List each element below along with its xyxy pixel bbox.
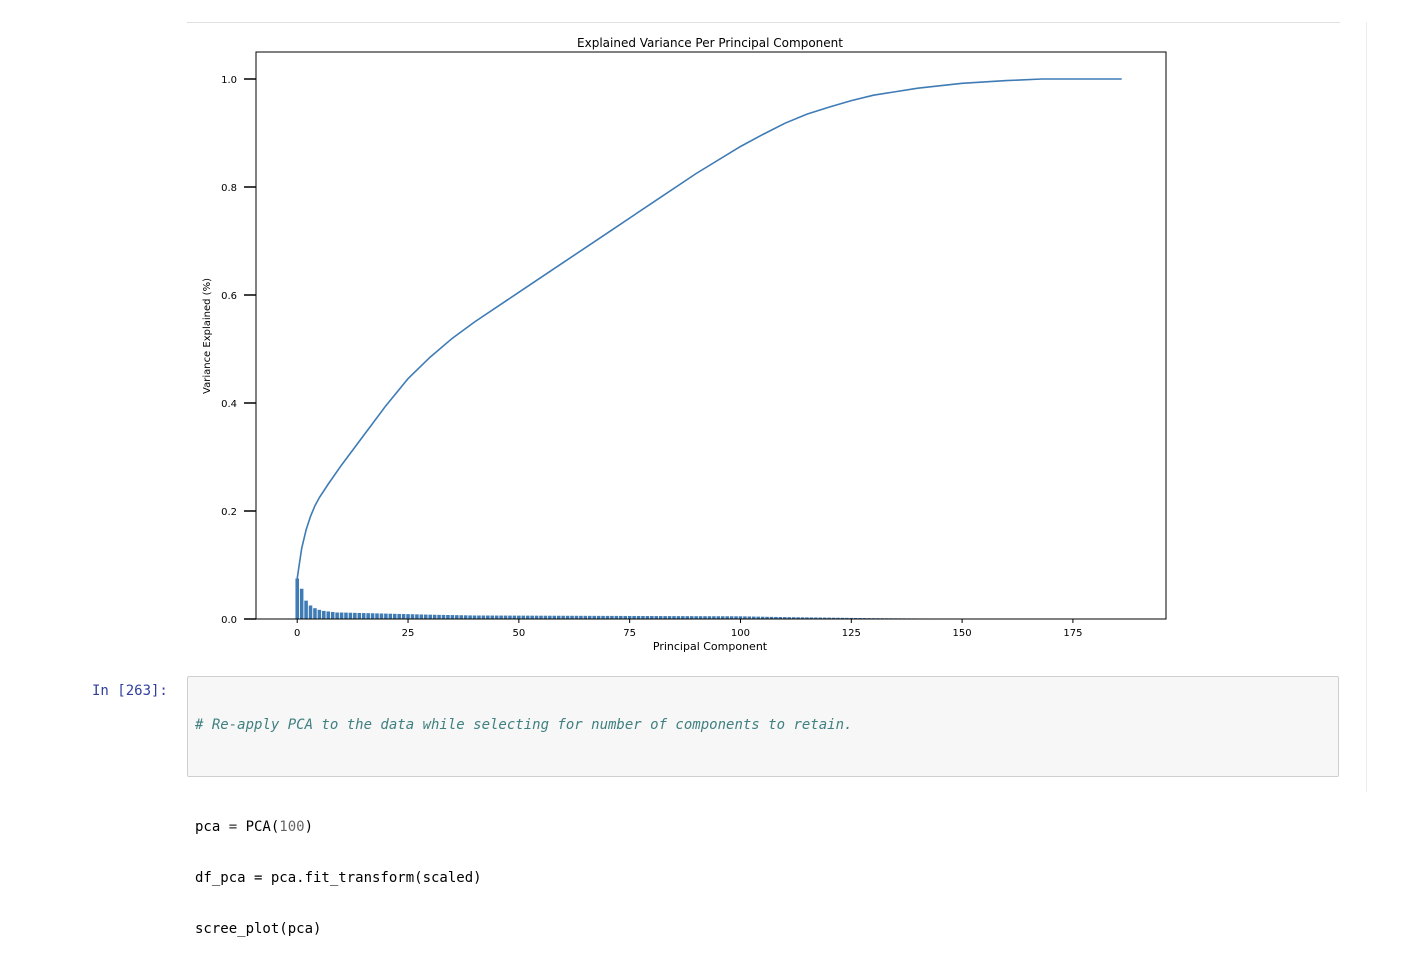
variance-bar [371, 613, 375, 619]
code-line-fit: df_pca = pca.fit_transform(scaled) [195, 870, 1331, 887]
variance-bar [380, 613, 384, 619]
x-tick-label: 100 [731, 628, 750, 639]
y-tick-label: 0.8 [221, 183, 237, 194]
x-axis: 0 25 50 75 100 125 150 175 [294, 619, 1082, 639]
variance-bar [384, 614, 388, 619]
y-tick-label: 0.0 [221, 615, 237, 626]
variance-bar [442, 615, 446, 619]
code-cell-editor[interactable]: # Re-apply PCA to the data while selecti… [187, 676, 1339, 777]
x-tick-label: 50 [512, 628, 525, 639]
variance-bar [366, 613, 370, 619]
variance-bar [322, 611, 326, 619]
variance-bar [477, 616, 481, 619]
variance-bar [331, 612, 335, 619]
variance-bar [393, 614, 397, 619]
variance-bar [295, 579, 299, 620]
variance-bar [313, 608, 317, 619]
variance-bar [455, 615, 459, 619]
chart-title: Explained Variance Per Principal Compone… [577, 36, 843, 50]
code-blank-line [195, 768, 1331, 785]
variance-bar [340, 613, 344, 619]
variance-bar [397, 614, 401, 619]
input-prompt: In [263]: [92, 683, 184, 699]
variance-bar [490, 616, 494, 619]
variance-bar [353, 613, 357, 619]
variance-bar [428, 615, 432, 619]
variance-bar [464, 615, 468, 619]
variance-bar [526, 616, 530, 619]
variance-bar [459, 615, 463, 619]
x-tick-label: 175 [1063, 628, 1082, 639]
variance-bar [406, 614, 410, 619]
code-token: = [229, 819, 246, 835]
variance-bar [362, 613, 366, 619]
code-token: ) [305, 819, 313, 835]
variance-bar [326, 611, 330, 619]
x-axis-label: Principal Component [653, 640, 768, 653]
variance-bar [415, 614, 419, 619]
x-tick-label: 0 [294, 628, 300, 639]
variance-bar [437, 615, 441, 619]
code-line-plot: scree_plot(pca) [195, 921, 1331, 938]
variance-bar [318, 610, 322, 619]
variance-bar [358, 613, 362, 619]
variance-bar [389, 614, 393, 619]
variance-bar [402, 614, 406, 619]
variance-bar [451, 615, 455, 619]
variance-bar [517, 616, 521, 619]
variance-bar [304, 601, 308, 619]
variance-bar [335, 613, 339, 619]
variance-bar [309, 606, 313, 620]
y-tick-label: 0.6 [221, 291, 237, 302]
x-tick-label: 125 [842, 628, 861, 639]
variance-bar [486, 616, 490, 619]
variance-bar [420, 614, 424, 619]
y-tick-label: 0.4 [221, 399, 237, 410]
variance-bar [499, 616, 503, 619]
variance-bar [349, 613, 353, 619]
y-axis: 0.0 0.2 0.4 0.6 0.8 1.0 [221, 75, 256, 626]
code-line-pca: pca = PCA(100) [195, 819, 1331, 836]
variance-bar [424, 615, 428, 619]
variance-bar [468, 615, 472, 619]
variance-bar [433, 615, 437, 619]
scree-plot-chart: Explained Variance Per Principal Compone… [0, 0, 1422, 670]
variance-bar [508, 616, 512, 619]
y-axis-label: Variance Explained (%) [202, 278, 213, 394]
variance-bar [513, 616, 517, 619]
x-tick-label: 25 [402, 628, 415, 639]
plot-area-frame [256, 52, 1166, 619]
variance-bar [300, 589, 304, 619]
x-tick-label: 150 [953, 628, 972, 639]
y-tick-label: 1.0 [221, 75, 237, 86]
y-tick-label: 0.2 [221, 507, 237, 518]
cumulative-variance-line [297, 79, 1121, 579]
variance-bar [530, 616, 534, 619]
variance-bar [411, 614, 415, 619]
variance-bar [473, 615, 477, 619]
code-token: pca [195, 819, 229, 835]
variance-bar [446, 615, 450, 619]
variance-bar [504, 616, 508, 619]
x-tick-label: 75 [623, 628, 636, 639]
bars-layer [295, 579, 999, 620]
code-number-token: 100 [279, 819, 304, 835]
variance-bar [522, 616, 526, 619]
variance-bar [344, 613, 348, 619]
variance-bar [375, 613, 379, 619]
code-token: PCA( [246, 819, 280, 835]
code-comment-line: # Re-apply PCA to the data while selecti… [195, 717, 1331, 734]
variance-bar [495, 616, 499, 619]
variance-bar [482, 616, 486, 619]
